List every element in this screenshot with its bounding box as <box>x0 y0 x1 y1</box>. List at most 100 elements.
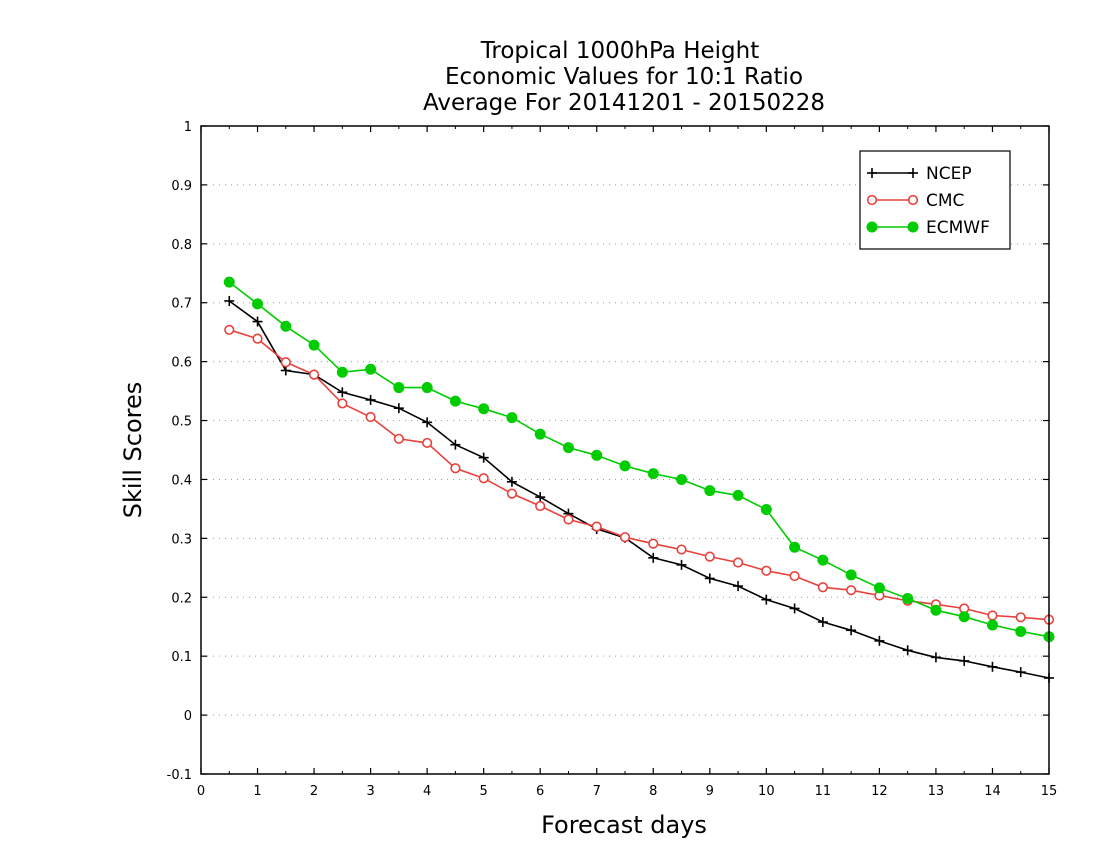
x-tick-label: 13 <box>928 784 945 799</box>
series-cmc-point <box>535 500 546 512</box>
x-tick-label: 14 <box>984 784 1001 799</box>
series-line-ncep <box>228 300 1050 679</box>
series-ncep-point <box>224 295 235 306</box>
legend: NCEP CMC ECMWF <box>859 150 1011 250</box>
series-cmc-point <box>393 433 404 444</box>
series-ecmwf-point <box>591 449 603 461</box>
legend-label-ncep: NCEP <box>926 164 972 184</box>
series-ncep-point <box>846 625 857 636</box>
legend-entry-cmc: CMC <box>866 191 964 211</box>
series-ecmwf-point <box>732 489 744 501</box>
legend-entry-ecmwf: ECMWF <box>866 218 990 238</box>
x-tick-label: 15 <box>1041 784 1058 799</box>
series-cmc-point <box>676 544 687 555</box>
legend-marker-start-point <box>866 194 878 206</box>
y-tick-label: 0.5 <box>171 415 192 430</box>
chart-title-line-3: Average For 20141201 - 20150228 <box>423 90 825 116</box>
series-cmc-point <box>817 582 828 593</box>
series-cmc-point <box>1015 612 1026 623</box>
x-tick-label: 3 <box>366 784 374 799</box>
series-ecmwf-point <box>336 366 348 378</box>
series-cmc-point <box>506 488 518 499</box>
x-tick-label: 0 <box>197 784 205 799</box>
series-ecmwf <box>223 276 1055 643</box>
series-ecmwf-point <box>902 592 914 604</box>
series-ncep-point <box>959 655 970 666</box>
series-ecmwf-point <box>760 503 772 515</box>
series-cmc-point <box>422 437 433 449</box>
x-tick-label: 5 <box>480 784 488 799</box>
series-ncep-point <box>365 394 376 405</box>
series-cmc-point <box>761 565 772 576</box>
series-ncep-point <box>676 559 687 570</box>
series-ecmwf-point <box>676 473 688 485</box>
plot-frame <box>200 125 1050 775</box>
x-tick-label: 6 <box>536 784 544 799</box>
series-ecmwf-point <box>421 382 433 394</box>
series-cmc-point <box>450 463 461 474</box>
series-cmc-point <box>732 557 744 568</box>
axis-ticks: -0.100.10.20.30.40.50.60.70.80.910 1 2 3 4 5 6… <box>167 120 1058 799</box>
series-ncep-point <box>761 594 772 605</box>
series-ncep-point <box>902 645 913 656</box>
x-tick-label: 2 <box>310 784 318 799</box>
series-ncep <box>224 295 1054 683</box>
series-cmc-point <box>987 610 998 621</box>
series-ncep-point <box>817 617 828 628</box>
x-tick-label: 1 <box>253 784 261 799</box>
series-ncep-point <box>1015 667 1026 678</box>
y-tick-label: 0.7 <box>171 297 192 312</box>
series-ecmwf-point <box>223 276 235 288</box>
series-cmc-point <box>365 411 376 423</box>
series-ecmwf-point <box>845 569 857 581</box>
series-ncep-point <box>535 492 546 503</box>
series-ecmwf-point <box>562 442 574 454</box>
series-ncep-point <box>789 603 800 614</box>
series-ncep-point <box>704 573 715 584</box>
series-ncep-point <box>337 387 348 398</box>
series-ncep-point <box>648 552 659 563</box>
series-ecmwf-point <box>619 460 631 472</box>
series-cmc-point <box>280 357 291 368</box>
series-cmc-point <box>337 398 348 409</box>
series-ecmwf-point <box>704 485 716 497</box>
y-tick-label: 0.4 <box>171 473 192 488</box>
x-tick-label: 12 <box>871 784 888 799</box>
legend-marker-end-point <box>907 194 919 206</box>
x-axis-label: Forecast days <box>541 811 707 839</box>
series-ncep-point <box>874 635 885 646</box>
series-cmc-point <box>563 514 574 525</box>
series-cmc-point <box>308 369 320 380</box>
y-tick-label: 0.2 <box>171 591 192 606</box>
series-ecmwf-point <box>478 403 490 415</box>
series-ncep-point <box>930 652 941 663</box>
chart-title-line-1: Tropical 1000hPa Height <box>480 38 760 64</box>
series-ncep-point <box>393 403 404 414</box>
series-ecmwf-point <box>449 395 461 407</box>
series-ecmwf-point <box>280 320 292 332</box>
series-cmc-point <box>478 473 489 484</box>
x-tick-label: 9 <box>706 784 714 799</box>
series-cmc-point <box>224 324 235 335</box>
series-ecmwf-point <box>393 382 405 394</box>
series-cmc-point <box>789 570 800 582</box>
series-layer <box>223 276 1055 683</box>
series-ecmwf-point <box>873 582 885 594</box>
series-ecmwf-point <box>365 363 377 375</box>
y-tick-label: 0.3 <box>171 532 192 547</box>
y-tick-label: 0.1 <box>171 650 192 665</box>
series-ecmwf-point <box>252 298 264 310</box>
series-ecmwf-point <box>958 611 970 623</box>
y-tick-label: 0 <box>184 709 192 724</box>
legend-marker-start-point <box>867 168 877 178</box>
series-ecmwf-point <box>647 468 659 480</box>
series-ncep-point <box>478 452 489 463</box>
x-tick-label: 10 <box>758 784 775 799</box>
series-ecmwf-point <box>1015 625 1027 637</box>
legend-marker-start-point <box>866 221 878 233</box>
y-axis-label: Skill Scores <box>119 382 147 519</box>
series-cmc-point <box>648 538 659 549</box>
series-cmc-point <box>252 333 263 344</box>
